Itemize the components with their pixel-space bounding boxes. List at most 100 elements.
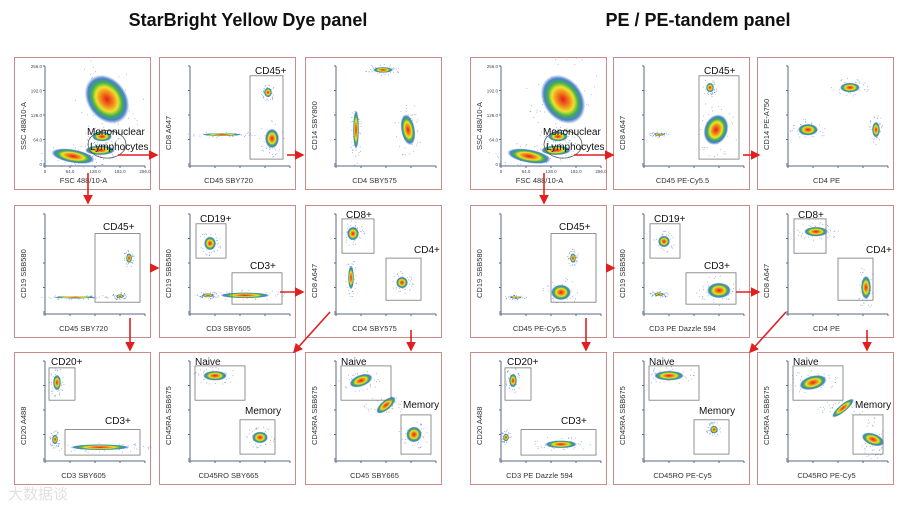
event-dot xyxy=(418,442,420,444)
event-dot xyxy=(579,154,581,156)
gate-rect[interactable] xyxy=(400,414,432,455)
left-panel-title: StarBright Yellow Dye panel xyxy=(128,10,368,30)
population-cluster xyxy=(203,370,227,381)
event-dot xyxy=(873,141,875,143)
event-dot xyxy=(355,243,357,245)
event-dot xyxy=(501,440,503,442)
event-dot xyxy=(374,386,376,388)
gate-rect[interactable] xyxy=(792,365,844,401)
event-dot xyxy=(52,147,54,149)
gate-rect[interactable] xyxy=(649,223,681,259)
event-dot xyxy=(351,116,353,118)
event-dot xyxy=(397,70,399,72)
event-dot xyxy=(574,437,576,439)
gate-rect[interactable] xyxy=(648,365,700,401)
event-dot xyxy=(702,86,704,88)
event-dot xyxy=(409,276,411,278)
event-dot xyxy=(705,103,707,105)
event-dot xyxy=(495,153,497,155)
gate-rect[interactable] xyxy=(504,367,532,401)
gate-rect[interactable] xyxy=(693,419,730,455)
population-cluster xyxy=(654,292,664,297)
event-dot xyxy=(877,457,879,459)
gate-rect[interactable] xyxy=(698,75,740,160)
event-dot xyxy=(862,411,864,413)
event-dot xyxy=(706,431,708,433)
gate-label: CD8+ xyxy=(798,210,824,222)
gate-rect[interactable] xyxy=(48,367,76,401)
gate-rect[interactable] xyxy=(793,218,827,254)
gate-rect[interactable] xyxy=(194,365,246,401)
gate-rect[interactable] xyxy=(385,257,422,301)
event-dot xyxy=(201,292,203,294)
event-dot xyxy=(208,136,210,138)
gate-rect[interactable] xyxy=(94,233,141,303)
gate-rect[interactable] xyxy=(249,75,284,160)
event-dot xyxy=(881,447,883,449)
event-dot xyxy=(404,147,406,149)
population-cluster xyxy=(658,235,670,248)
event-dot xyxy=(542,104,544,106)
gate-rect[interactable] xyxy=(64,429,141,456)
event-dot xyxy=(859,89,861,91)
gate-label: CD19+ xyxy=(200,213,232,225)
gate-rect[interactable] xyxy=(239,419,276,455)
event-dot xyxy=(666,292,668,294)
event-dot xyxy=(251,134,253,136)
event-dot xyxy=(542,287,544,289)
gate-rect[interactable] xyxy=(341,218,375,254)
event-dot xyxy=(589,444,591,446)
gate-rect[interactable] xyxy=(837,257,874,301)
gate-ellipse[interactable] xyxy=(543,130,583,159)
event-dot xyxy=(653,292,655,294)
event-dot xyxy=(790,131,792,133)
event-dot xyxy=(841,401,843,403)
event-dot xyxy=(247,132,249,134)
event-dot xyxy=(125,89,127,91)
event-dot xyxy=(566,279,568,281)
event-dot xyxy=(392,287,394,289)
gate-rect[interactable] xyxy=(550,233,597,303)
event-dot xyxy=(242,299,244,301)
event-dot xyxy=(208,252,210,254)
event-dot xyxy=(372,67,374,69)
event-dot xyxy=(571,136,573,138)
event-dot xyxy=(127,250,129,252)
gate-rect[interactable] xyxy=(852,414,884,455)
event-dot xyxy=(351,295,353,297)
event-dot xyxy=(712,422,714,424)
event-dot xyxy=(135,445,137,447)
gate-label: CD3+ xyxy=(704,261,730,272)
event-dot xyxy=(218,246,220,248)
event-dot xyxy=(118,150,120,152)
gate-rect[interactable] xyxy=(520,429,597,456)
population-cluster xyxy=(551,284,571,301)
event-dot xyxy=(272,290,274,292)
event-dot xyxy=(202,371,204,373)
event-dot xyxy=(653,368,655,370)
event-dot xyxy=(367,371,369,373)
event-dot xyxy=(813,136,815,138)
event-dot xyxy=(419,423,421,425)
event-dot xyxy=(661,295,663,297)
event-dot xyxy=(53,395,55,397)
event-dot xyxy=(217,136,219,138)
event-dot xyxy=(505,297,507,299)
event-dot xyxy=(814,225,816,227)
event-dot xyxy=(50,373,52,375)
event-dot xyxy=(411,283,413,285)
event-dot xyxy=(863,302,865,304)
gate-rect[interactable] xyxy=(685,272,737,305)
event-dot xyxy=(696,292,698,294)
event-dot xyxy=(708,155,710,157)
gate-rect[interactable] xyxy=(340,365,392,401)
gate-rect[interactable] xyxy=(195,223,227,259)
event-dot xyxy=(671,368,673,370)
event-dot xyxy=(576,155,578,157)
gate-ellipse[interactable] xyxy=(87,130,127,159)
gate-rect[interactable] xyxy=(231,272,283,305)
population-cluster xyxy=(53,374,61,391)
event-dot xyxy=(517,375,519,377)
event-dot xyxy=(359,120,361,122)
event-dot xyxy=(259,137,261,139)
